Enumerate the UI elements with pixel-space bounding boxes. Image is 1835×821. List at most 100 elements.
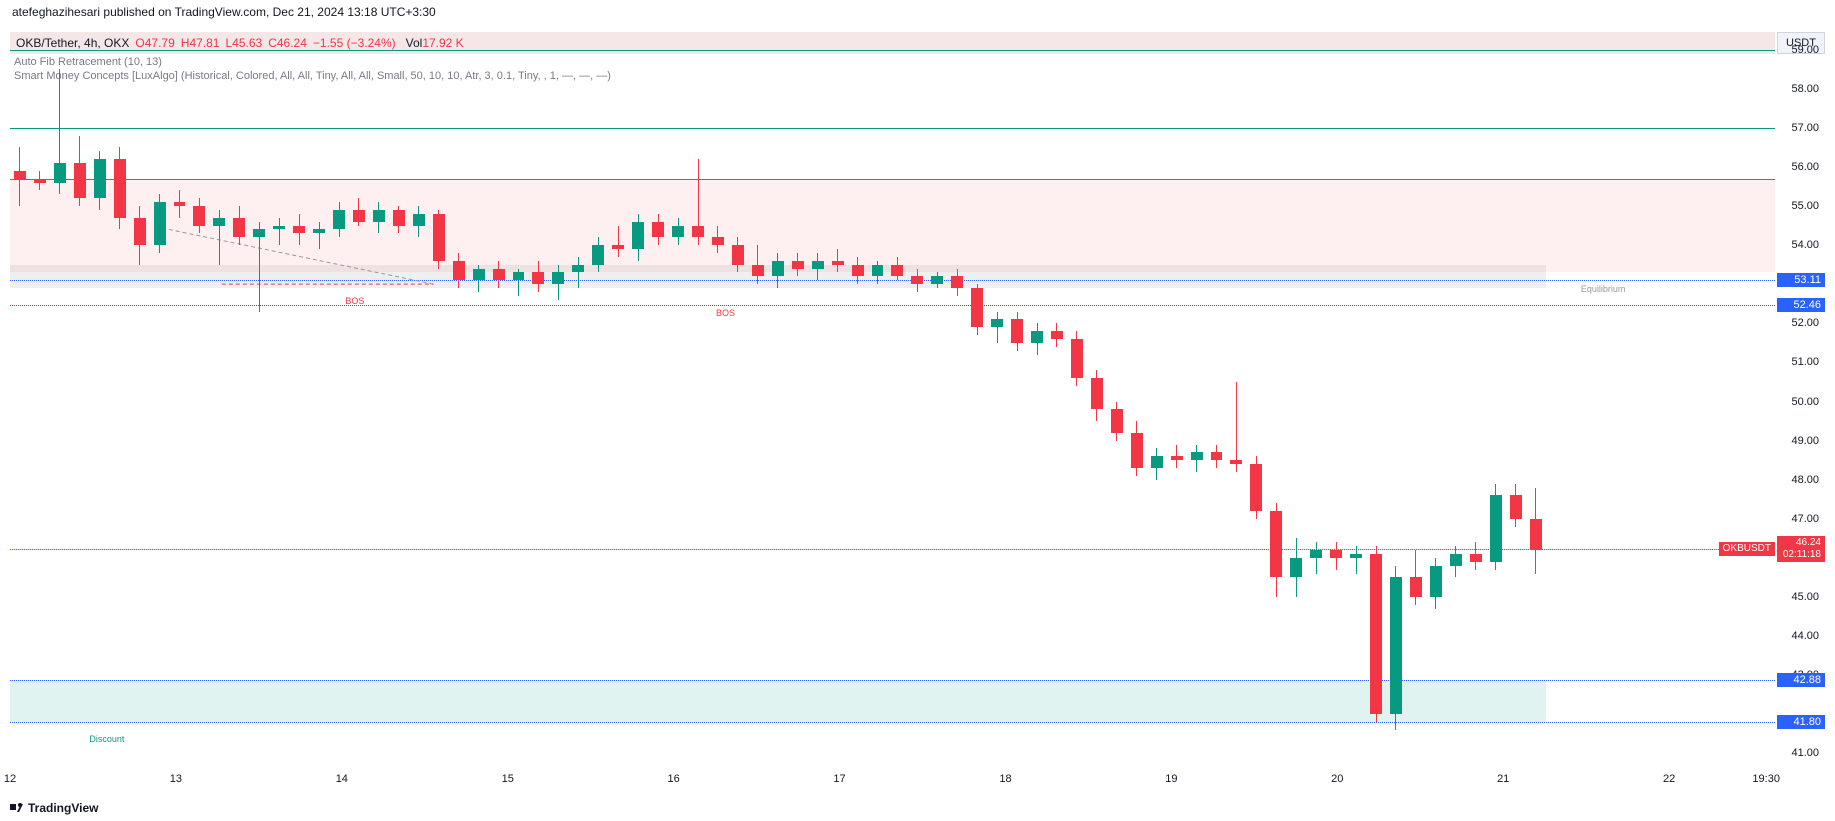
x-tick: 12 bbox=[4, 773, 16, 785]
brand-footer: TradingView bbox=[10, 801, 98, 815]
candle-body bbox=[353, 210, 365, 222]
candle-body bbox=[592, 245, 604, 265]
candle-body bbox=[233, 218, 245, 238]
candle-body bbox=[1250, 464, 1262, 511]
candle-body bbox=[1370, 554, 1382, 714]
candle-body bbox=[692, 226, 704, 238]
candle-wick bbox=[997, 312, 998, 343]
candle-body bbox=[812, 261, 824, 269]
x-tick: 19:30 bbox=[1752, 773, 1780, 785]
y-price-badge: 53.11 bbox=[1777, 273, 1825, 287]
candle-body bbox=[772, 261, 784, 277]
candle-body bbox=[652, 222, 664, 238]
chart-label: Discount bbox=[89, 734, 124, 744]
candle-body bbox=[1191, 452, 1203, 460]
candle-body bbox=[632, 222, 644, 249]
x-tick: 14 bbox=[336, 773, 348, 785]
y-tick: 49.00 bbox=[1791, 435, 1819, 447]
candle-body bbox=[1530, 519, 1542, 550]
x-tick: 19 bbox=[1165, 773, 1177, 785]
candle-body bbox=[373, 210, 385, 222]
x-axis[interactable]: 121314151617181920212219:30 bbox=[10, 773, 1775, 791]
candle-body bbox=[792, 261, 804, 269]
candle-body bbox=[1330, 550, 1342, 558]
candle-body bbox=[872, 265, 884, 277]
y-price-badge: 42.88 bbox=[1777, 673, 1825, 687]
candle-body bbox=[1490, 495, 1502, 561]
candle-body bbox=[1211, 452, 1223, 460]
candle-body bbox=[1270, 511, 1282, 577]
x-tick: 21 bbox=[1497, 773, 1509, 785]
y-tick: 58.00 bbox=[1791, 83, 1819, 95]
symbol-badge: OKBUSDT bbox=[1719, 542, 1775, 556]
candle-body bbox=[174, 202, 186, 206]
candle-body bbox=[1011, 319, 1023, 342]
x-tick: 20 bbox=[1331, 773, 1343, 785]
y-tick: 41.00 bbox=[1791, 747, 1819, 759]
chart-canvas[interactable]: BOS BOS Equilibrium Discount bbox=[10, 30, 1775, 773]
candle-body bbox=[951, 276, 963, 288]
candle-body bbox=[1151, 456, 1163, 468]
candle-body bbox=[134, 218, 146, 245]
candle-body bbox=[473, 269, 485, 281]
candle-body bbox=[94, 159, 106, 198]
chart-label: BOS bbox=[345, 296, 364, 306]
candle-body bbox=[1031, 331, 1043, 343]
candle-body bbox=[931, 276, 943, 284]
candle-body bbox=[1111, 409, 1123, 432]
candle-body bbox=[14, 171, 26, 179]
candle-body bbox=[852, 265, 864, 277]
candle-body bbox=[1091, 378, 1103, 409]
x-tick: 17 bbox=[833, 773, 845, 785]
candle-wick bbox=[319, 222, 320, 249]
candle-body bbox=[1510, 495, 1522, 518]
x-tick: 18 bbox=[999, 773, 1011, 785]
chart-label: Equilibrium bbox=[1581, 284, 1626, 294]
chart-label: BOS bbox=[716, 308, 735, 318]
x-tick: 16 bbox=[668, 773, 680, 785]
y-price-badge: 52.46 bbox=[1777, 298, 1825, 312]
candle-body bbox=[54, 163, 66, 183]
candle-body bbox=[732, 245, 744, 265]
candle-body bbox=[1071, 339, 1083, 378]
y-tick: 51.00 bbox=[1791, 356, 1819, 368]
candle-body bbox=[1430, 566, 1442, 597]
candle-body bbox=[1051, 331, 1063, 339]
candle-body bbox=[532, 272, 544, 284]
candle-body bbox=[991, 319, 1003, 327]
candle-body bbox=[911, 276, 923, 284]
y-tick: 44.00 bbox=[1791, 630, 1819, 642]
candle-body bbox=[154, 202, 166, 245]
y-tick: 48.00 bbox=[1791, 474, 1819, 486]
candle-body bbox=[213, 218, 225, 226]
candle-body bbox=[114, 159, 126, 218]
candle-body bbox=[752, 265, 764, 277]
candle-body bbox=[1350, 554, 1362, 558]
candle-body bbox=[1290, 558, 1302, 578]
tradingview-logo-icon bbox=[10, 801, 24, 815]
x-tick: 22 bbox=[1663, 773, 1675, 785]
candle-wick bbox=[618, 226, 619, 257]
candle-body bbox=[193, 206, 205, 226]
candle-wick bbox=[1356, 546, 1357, 573]
candle-body bbox=[1310, 550, 1322, 558]
candle-body bbox=[413, 214, 425, 226]
candle-body bbox=[572, 265, 584, 273]
candle-body bbox=[832, 261, 844, 265]
y-tick: 54.00 bbox=[1791, 239, 1819, 251]
y-tick: 56.00 bbox=[1791, 161, 1819, 173]
x-tick: 15 bbox=[502, 773, 514, 785]
y-axis[interactable]: 59.0058.0057.0056.0055.0054.0053.0052.00… bbox=[1777, 30, 1825, 773]
y-tick: 47.00 bbox=[1791, 513, 1819, 525]
candle-body bbox=[433, 214, 445, 261]
candle-wick bbox=[1236, 382, 1237, 472]
candle-body bbox=[1390, 577, 1402, 714]
candle-body bbox=[273, 226, 285, 230]
y-tick: 55.00 bbox=[1791, 200, 1819, 212]
current-price-badge: 46.2402:11:18 bbox=[1777, 536, 1825, 562]
candle-body bbox=[1450, 554, 1462, 566]
candle-body bbox=[333, 210, 345, 230]
candle-body bbox=[891, 265, 903, 277]
candle-body bbox=[513, 272, 525, 280]
y-price-badge: 41.80 bbox=[1777, 715, 1825, 729]
